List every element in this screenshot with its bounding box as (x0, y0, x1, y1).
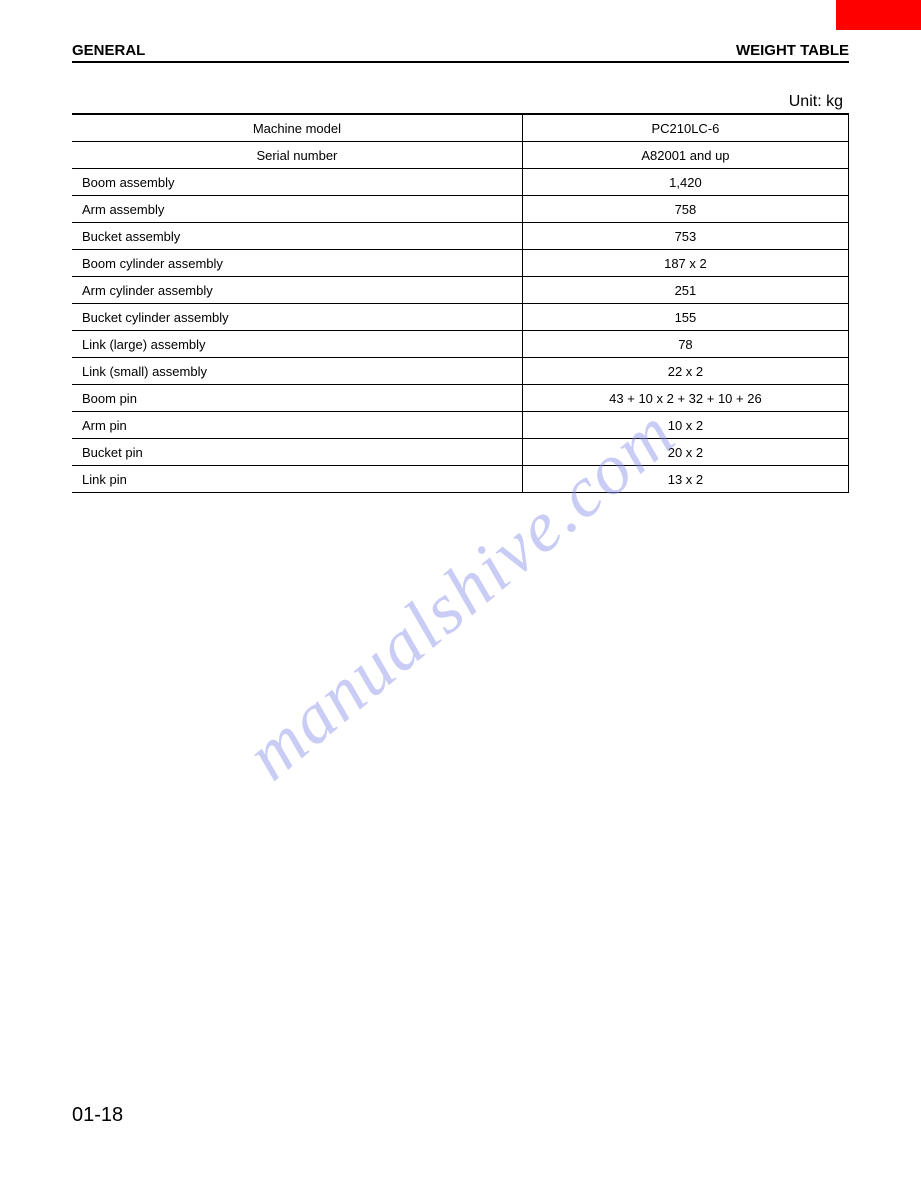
cell-label: Bucket cylinder assembly (72, 304, 522, 331)
table-row: Link (small) assembly 22 x 2 (72, 358, 849, 385)
cell-value: 753 (522, 223, 848, 250)
cell-value: 43 + 10 x 2 + 32 + 10 + 26 (522, 385, 848, 412)
table-row: Serial number A82001 and up (72, 142, 849, 169)
weight-table: Machine model PC210LC-6 Serial number A8… (72, 113, 849, 493)
cell-value: 22 x 2 (522, 358, 848, 385)
table-row: Boom pin 43 + 10 x 2 + 32 + 10 + 26 (72, 385, 849, 412)
cell-value: 20 x 2 (522, 439, 848, 466)
page-content: GENERAL WEIGHT TABLE Unit: kg Machine mo… (0, 0, 921, 493)
cell-label: Serial number (72, 142, 522, 169)
red-corner-tab (836, 0, 921, 30)
table-row: Boom assembly 1,420 (72, 169, 849, 196)
table-row: Boom cylinder assembly 187 x 2 (72, 250, 849, 277)
header-section-right: WEIGHT TABLE (736, 42, 849, 59)
cell-label: Boom assembly (72, 169, 522, 196)
cell-label: Link pin (72, 466, 522, 493)
table-row: Bucket cylinder assembly 155 (72, 304, 849, 331)
table-row: Arm pin 10 x 2 (72, 412, 849, 439)
cell-value: 187 x 2 (522, 250, 848, 277)
cell-value: 78 (522, 331, 848, 358)
cell-value: 13 x 2 (522, 466, 848, 493)
cell-label: Arm assembly (72, 196, 522, 223)
cell-value: 10 x 2 (522, 412, 848, 439)
unit-label: Unit: kg (72, 93, 849, 111)
cell-value: 251 (522, 277, 848, 304)
cell-value: 758 (522, 196, 848, 223)
cell-label: Boom pin (72, 385, 522, 412)
page-number: 01-18 (72, 1104, 123, 1127)
cell-value: A82001 and up (522, 142, 848, 169)
cell-value: 1,420 (522, 169, 848, 196)
table-row: Bucket pin 20 x 2 (72, 439, 849, 466)
table-row: Machine model PC210LC-6 (72, 114, 849, 142)
cell-label: Bucket pin (72, 439, 522, 466)
cell-value: PC210LC-6 (522, 114, 848, 142)
table-row: Link pin 13 x 2 (72, 466, 849, 493)
table-row: Bucket assembly 753 (72, 223, 849, 250)
cell-label: Arm pin (72, 412, 522, 439)
cell-label: Link (large) assembly (72, 331, 522, 358)
page-header: GENERAL WEIGHT TABLE (72, 42, 849, 63)
table-row: Link (large) assembly 78 (72, 331, 849, 358)
cell-label: Machine model (72, 114, 522, 142)
cell-label: Bucket assembly (72, 223, 522, 250)
cell-label: Arm cylinder assembly (72, 277, 522, 304)
cell-value: 155 (522, 304, 848, 331)
cell-label: Link (small) assembly (72, 358, 522, 385)
table-row: Arm assembly 758 (72, 196, 849, 223)
cell-label: Boom cylinder assembly (72, 250, 522, 277)
table-row: Arm cylinder assembly 251 (72, 277, 849, 304)
header-section-left: GENERAL (72, 42, 145, 59)
